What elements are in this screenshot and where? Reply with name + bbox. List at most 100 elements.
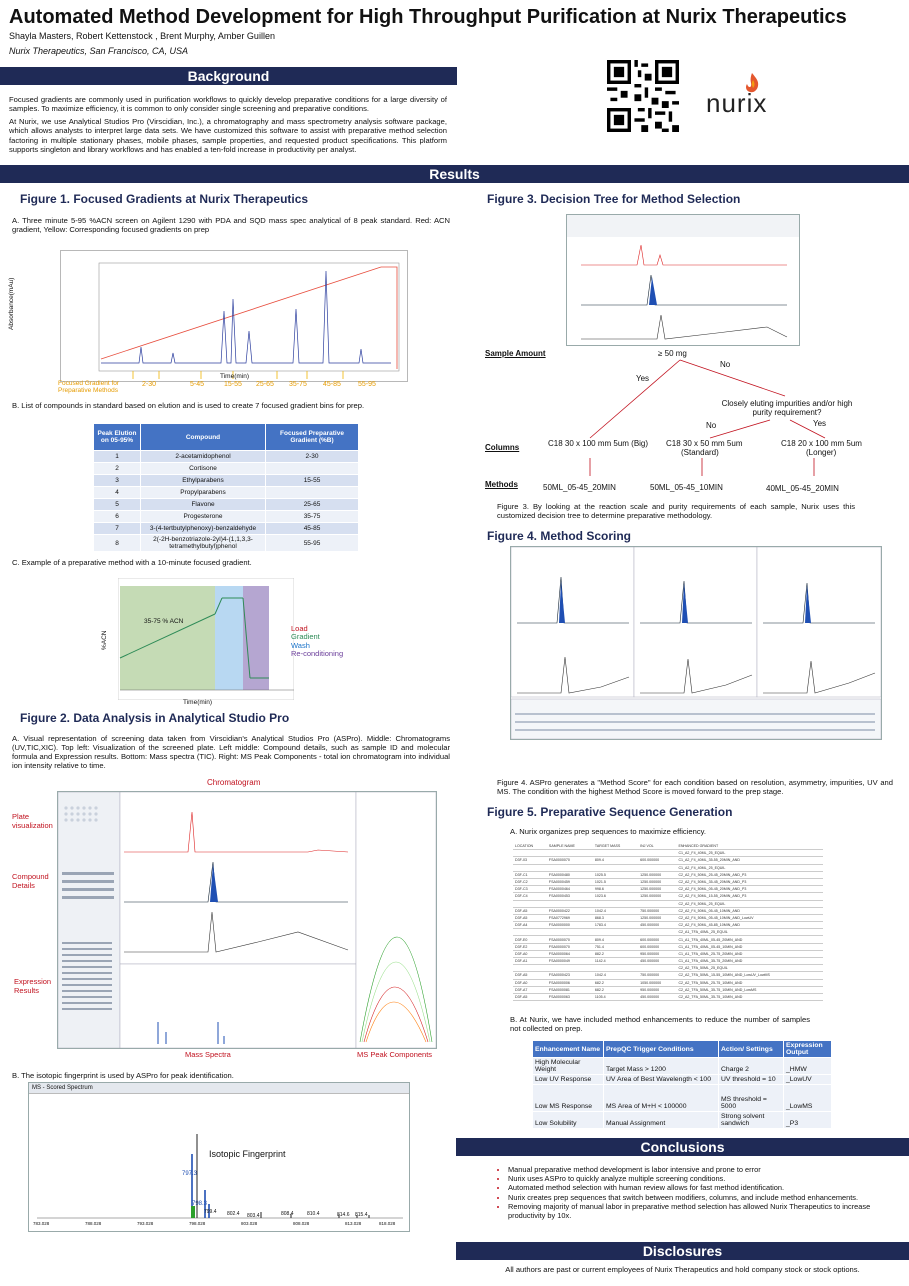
cell: C1_A1_TFA_40ML_05-45_10MIN_AND (676, 943, 823, 951)
cell: D3F-A7 (513, 986, 547, 994)
fig4-title: Figure 4. Method Scoring (487, 529, 632, 543)
tree-m3: 40ML_05-45_20MIN (766, 484, 839, 493)
cell: C1_A2_F4_40ML_25_EQUIL (676, 864, 823, 872)
tree-no-2: No (706, 421, 717, 430)
peak-label: 810.4 (307, 1211, 320, 1217)
col-header: Expression Output (783, 1040, 832, 1058)
cell (546, 964, 593, 973)
cell: C2_A2_TFA_50ML_35-75_10MIN_AND (676, 993, 823, 1002)
cell: C1_A1_TFA_40ML_05-45_20MIN_AND (676, 935, 823, 944)
cell: FSA0000070 (546, 935, 593, 944)
cell: C2_A2_F4_50ML_45-85_10MIN_AND (676, 921, 823, 930)
cell: 1042.4 (592, 907, 639, 915)
col-header: INJ VOL (638, 843, 677, 851)
cell: Low MS Response (532, 1084, 604, 1112)
fig3-chromatograms (566, 214, 800, 346)
table-row: C1_A2_F4_40ML_25_EQUIL (513, 864, 823, 872)
cell (638, 849, 677, 858)
cell (638, 864, 677, 872)
tick: 793.028 (137, 1221, 154, 1226)
table-row: D3F-C3 FSA0000464 998.6 1250.000000 C2_A2_F4… (513, 885, 823, 894)
cell: D3F-A0 (513, 950, 547, 959)
fig2-caption-b: B. The isotopic fingerprint is used by A… (12, 1071, 234, 1080)
cell: FSA0000081 (546, 986, 593, 994)
cell: _HMW (783, 1057, 832, 1075)
label-compound: Compound Details (12, 872, 49, 890)
fig1-xlabel: Time(min) (220, 373, 250, 380)
peak-label: 799.4 (204, 1209, 217, 1215)
cell (638, 900, 677, 908)
col-header: Peak Elution on 05-95% (93, 423, 141, 451)
fig1-caption-a: A. Three minute 5-95 %ACN screen on Agil… (12, 216, 450, 234)
fig3-caption: Figure 3. By looking at the reaction sca… (497, 502, 855, 520)
cell: Low Solubility (532, 1111, 604, 1129)
qr-code (607, 60, 679, 132)
cell: C1_A1_TFA_40ML_35-75_20MIN_AND (676, 957, 823, 966)
cell: D3F-C4 (513, 892, 547, 901)
table-row: D3F-A5 FSA0000063 1105.4 450.000000 C2_A2_TF… (513, 993, 823, 1002)
legend-wash: Wash (291, 640, 310, 650)
cell: FSA0000422 (546, 907, 593, 915)
cell: 1250.000000 (638, 871, 677, 879)
tree-col2: C18 30 x 50 mm 5um (666, 439, 743, 448)
aspro-screenshot (57, 791, 437, 1049)
table-row: 7 3-(4-tertbutylphenoxy)-benzaldehyde 45-8… (93, 522, 359, 535)
cell: 2-30 (265, 450, 359, 463)
cell (638, 964, 677, 973)
peak-label: 802.4 (227, 1211, 240, 1217)
cell: 809.4 (592, 856, 639, 865)
cell: 750.000000 (638, 907, 677, 915)
cell: D3F-A5 (513, 971, 547, 980)
cell (546, 864, 593, 872)
cell: 1250.000000 (638, 914, 677, 923)
cell (592, 928, 639, 937)
cell: 450.000000 (638, 957, 677, 966)
table-row: C2_A1_TFA_40ML_25_EQUIL (513, 928, 823, 937)
cell (546, 928, 593, 937)
background-heading: Background (0, 67, 457, 85)
bin-label: 45-85 (323, 381, 341, 388)
cell: D3F-A1 (513, 957, 547, 966)
bin-label: 25-65 (256, 381, 274, 388)
cell: Progesterone (140, 510, 266, 523)
table-row: D3F-A5 FSA0772969 868.3 1250.000000 C2_A2_F4… (513, 914, 823, 923)
bin-label: 35-75 (289, 381, 307, 388)
tree-m1: 50ML_05-45_20MIN (543, 483, 616, 492)
cell: FSA0000070 (546, 943, 593, 951)
peak-label: 814.6 (337, 1212, 350, 1218)
cell: D3F-E0 (513, 935, 547, 944)
cell: 450.000000 (638, 993, 677, 1002)
cell: 600.000000 (638, 935, 677, 944)
bin-label: 2-30 (142, 381, 157, 388)
table-row: D3F-03 FSA0000070 809.4 600.000000 C1_A2_F4_… (513, 856, 823, 865)
peak-label: 803.4 (247, 1213, 260, 1219)
tree-col1: C18 30 x 100 mm 5um (Big) (548, 439, 649, 448)
cell: D3F-C1 (513, 871, 547, 879)
fig5-title: Figure 5. Preparative Sequence Generatio… (487, 805, 733, 819)
cell: 1142.4 (592, 957, 639, 966)
cell: FSA0000064 (546, 950, 593, 959)
cell: C2_A2_F4_50ML_25_EQUIL (676, 900, 823, 908)
cell: 682.2 (592, 986, 639, 994)
legend-reconditioning: Re-conditioning (291, 649, 344, 659)
conclusions-list: Manual preparative method development is… (494, 1165, 884, 1220)
cell: 6 (93, 510, 141, 523)
table-row: D3F-A7 FSA0000081 682.2 950.000000 C2_A2_TFA… (513, 986, 823, 994)
disclosures-text: All authors are past or current employee… (505, 1265, 860, 1274)
cell: 45-85 (265, 522, 359, 535)
cell: High Molecular Weight (532, 1057, 604, 1075)
cell: C2_A2_F4_50ML_05-45_10MIN_AND_LowUV (676, 914, 823, 923)
cell: 25-65 (265, 498, 359, 511)
cell: Strong solvent sandwich (718, 1111, 784, 1129)
fig1-caption-b: B. List of compounds in standard based o… (12, 401, 365, 410)
cell: FSA0000006 (546, 979, 593, 987)
bin-label: 5-45 (190, 381, 205, 388)
table-row: D3F-A1 FSA0000049 1142.4 450.000000 C1_A1_TF… (513, 957, 823, 966)
affiliation: Nurix Therapeutics, San Francisco, CA, U… (9, 46, 189, 56)
cell (546, 900, 593, 908)
table-row: 6 Progesterone 35-75 (93, 510, 359, 523)
cell (513, 900, 547, 908)
cell: 600.000000 (638, 943, 677, 951)
cell: Flavone (140, 498, 266, 511)
scored-spectrum-window: MS - Scored Spectrum Isotopic Fingerprin… (28, 1082, 410, 1232)
